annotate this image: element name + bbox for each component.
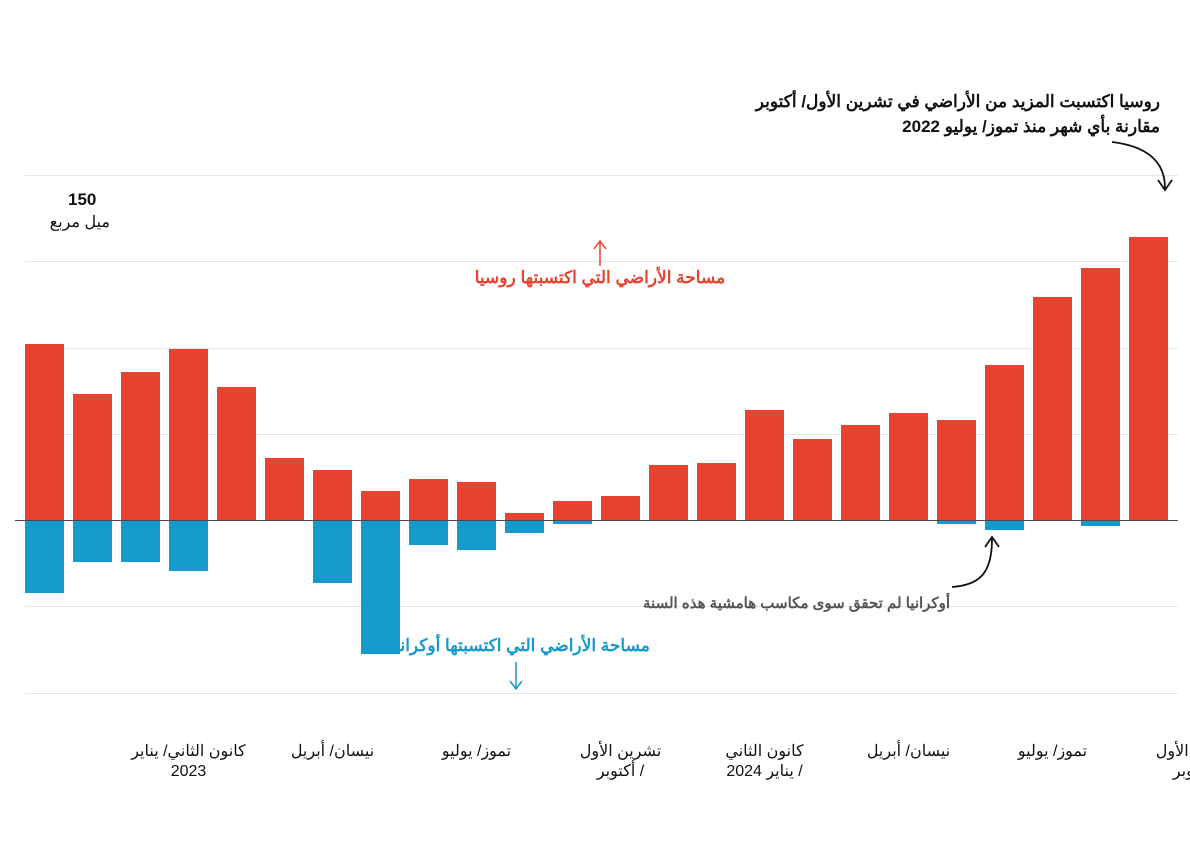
x-tick-label: تشرين الأول / أكتوبر [1122, 742, 1190, 782]
russia-series-label: مساحة الأراضي التي اكتسبتها روسيا [430, 268, 770, 288]
russia-bar [409, 479, 448, 520]
curved-arrow-mid-icon [946, 533, 1006, 591]
x-tick-label: كانون الثاني / يناير 2024 [690, 742, 840, 782]
russia-bar [1033, 297, 1072, 520]
ukraine-bar [985, 521, 1024, 530]
ukraine-bar [409, 521, 448, 545]
russia-bar [505, 513, 544, 520]
x-tick-label: كانون الثاني/ يناير 2023 [114, 742, 264, 782]
russia-bar [121, 372, 160, 520]
grid-line [25, 175, 1178, 176]
ukraine-bar [505, 521, 544, 533]
russia-bar [793, 439, 832, 520]
russia-bar [745, 410, 784, 520]
russia-bar [73, 394, 112, 520]
russia-bar [601, 496, 640, 520]
russia-bar [697, 463, 736, 520]
russia-bar [169, 349, 208, 520]
russia-bar [649, 465, 688, 520]
down-arrow-icon [506, 660, 526, 694]
russia-bar [265, 458, 304, 520]
ukraine-bar [457, 521, 496, 550]
ukraine-bar [73, 521, 112, 562]
chart-container: 150 ميل مربع روسيا اكتسبت المزيد من الأر… [0, 0, 1190, 842]
curved-arrow-top-icon [1110, 140, 1180, 200]
russia-bar [553, 501, 592, 520]
russia-bar [841, 425, 880, 520]
x-tick-label: نيسان/ أبريل [834, 742, 984, 762]
russia-bar [889, 413, 928, 520]
ukraine-series-label-text: مساحة الأراضي التي اكتسبتها أوكرانيا [390, 636, 650, 655]
grid-line [25, 693, 1178, 694]
ukraine-bar [553, 521, 592, 524]
up-arrow-icon [590, 238, 610, 268]
russia-bar [217, 387, 256, 520]
russia-bar [1081, 268, 1120, 520]
x-tick-label: تموز/ يوليو [978, 742, 1128, 762]
x-tick-label: نيسان/ أبريل [258, 742, 408, 762]
annotation-mid: أوكرانيا لم تحقق سوى مكاسب هامشية هذه ال… [610, 594, 950, 612]
russia-bar [937, 420, 976, 520]
russia-bar [1129, 237, 1168, 520]
ukraine-bar [937, 521, 976, 524]
ukraine-bar [313, 521, 352, 583]
ukraine-bar [361, 521, 400, 654]
y-tick-value: 150 [68, 190, 96, 210]
x-tick-label: تشرين الأول / أكتوبر [546, 742, 696, 782]
ukraine-bar [121, 521, 160, 562]
ukraine-bar [169, 521, 208, 571]
ukraine-series-label: مساحة الأراضي التي اكتسبتها أوكرانيا [360, 636, 680, 656]
russia-bar [985, 365, 1024, 520]
russia-bar [313, 470, 352, 520]
russia-series-label-text: مساحة الأراضي التي اكتسبتها روسيا [475, 268, 725, 287]
x-tick-label: تموز/ يوليو [402, 742, 552, 762]
ukraine-bar [25, 521, 64, 593]
y-tick-unit: ميل مربع [10, 212, 110, 232]
grid-line [25, 606, 1178, 607]
russia-bar [25, 344, 64, 520]
ukraine-bar [1081, 521, 1120, 526]
russia-bar [361, 491, 400, 520]
russia-bar [457, 482, 496, 520]
annotation-top: روسيا اكتسبت المزيد من الأراضي في تشرين … [720, 90, 1160, 139]
